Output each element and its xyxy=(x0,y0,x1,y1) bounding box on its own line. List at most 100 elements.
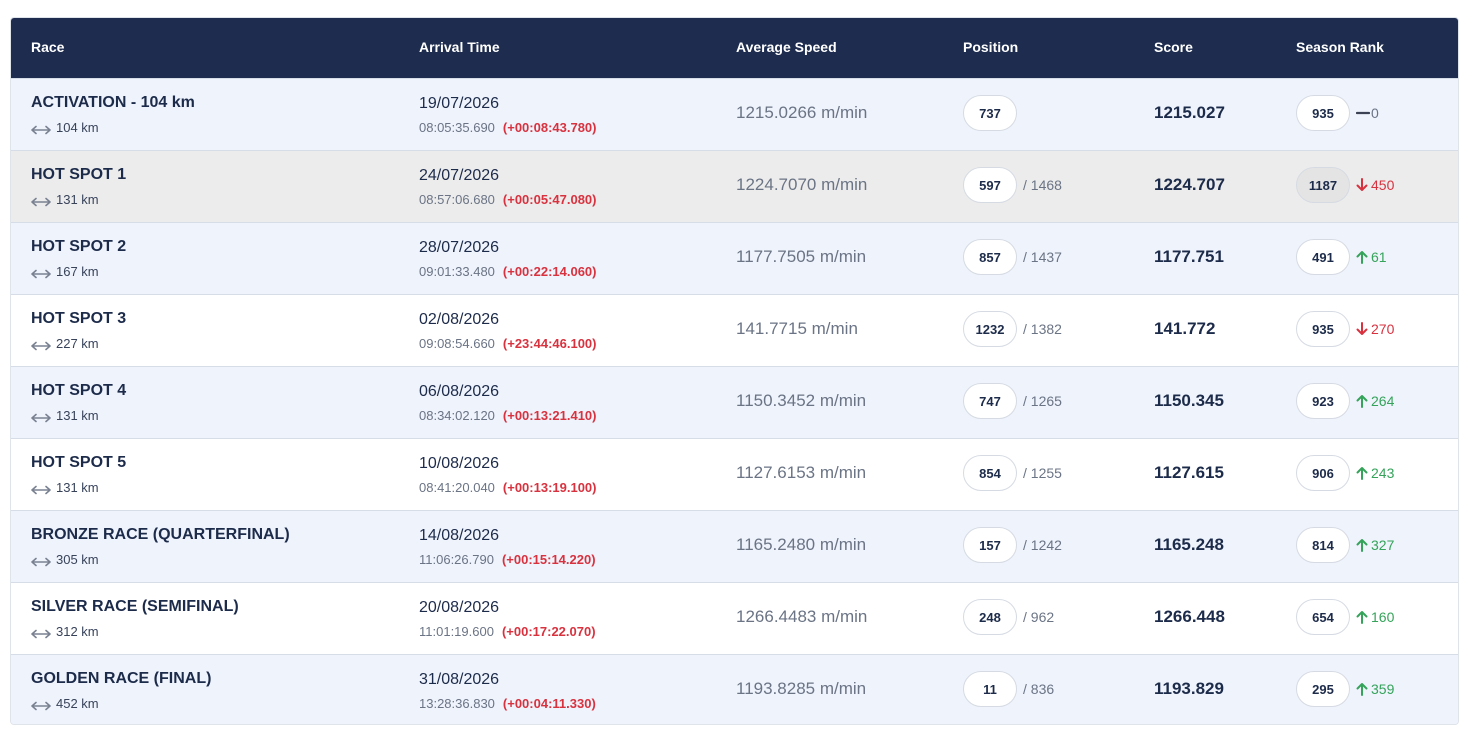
position-total: / 836 xyxy=(1023,681,1055,697)
season-rank-badge: 906 xyxy=(1296,455,1350,491)
arrival-time: 08:41:20.040 (+00:13:19.100) xyxy=(419,480,597,495)
season-rank-badge: 935 xyxy=(1296,311,1350,347)
season-rank-cell: 491 61 xyxy=(1296,239,1387,275)
position-cell: 1232 / 1382 xyxy=(963,311,1062,347)
rank-change-value: 450 xyxy=(1371,177,1395,193)
arrow-down-icon xyxy=(1356,322,1368,336)
race-name: HOT SPOT 5 xyxy=(31,454,127,471)
race-distance: 452 km xyxy=(31,696,99,711)
time-gap: (+00:04:11.330) xyxy=(502,696,596,711)
arrow-up-icon xyxy=(1356,466,1368,480)
race-name: GOLDEN RACE (FINAL) xyxy=(31,670,212,687)
arrival-time: 09:08:54.660 (+23:44:46.100) xyxy=(419,336,597,351)
race-name: HOT SPOT 3 xyxy=(31,310,127,327)
race-name: HOT SPOT 2 xyxy=(31,238,127,255)
header-season-rank: Season Rank xyxy=(1296,39,1384,55)
race-distance: 312 km xyxy=(31,624,99,639)
season-rank-badge: 923 xyxy=(1296,383,1350,419)
arrival-clock: 11:06:26.790 xyxy=(419,552,494,567)
position-total: / 1255 xyxy=(1023,465,1062,481)
time-gap: (+00:08:43.780) xyxy=(502,120,597,135)
race-name: SILVER RACE (SEMIFINAL) xyxy=(31,598,239,615)
season-rank-badge: 295 xyxy=(1296,671,1350,707)
time-gap: (+23:44:46.100) xyxy=(502,336,597,351)
dash-icon xyxy=(1355,106,1371,120)
average-speed: 1150.3452 m/min xyxy=(736,391,867,410)
position-cell: 854 / 1255 xyxy=(963,455,1062,491)
race-distance: 131 km xyxy=(31,408,99,423)
arrow-up-icon xyxy=(1356,538,1368,552)
rank-change: 160 xyxy=(1356,609,1394,625)
header-position: Position xyxy=(963,39,1019,55)
arrival-clock: 08:57:06.680 xyxy=(419,192,495,207)
arrival-date: 06/08/2026 xyxy=(419,383,500,400)
rank-change-value: 61 xyxy=(1371,249,1387,265)
time-gap: (+00:13:19.100) xyxy=(502,480,597,495)
header-arrival-time: Arrival Time xyxy=(419,39,500,55)
arrival-clock: 13:28:36.830 xyxy=(419,696,495,711)
season-rank-cell: 935 270 xyxy=(1296,311,1394,347)
distance-value: 227 km xyxy=(56,336,99,351)
time-gap: (+00:17:22.070) xyxy=(501,624,596,639)
arrival-clock: 08:41:20.040 xyxy=(419,480,495,495)
season-rank-cell: 814 327 xyxy=(1296,527,1394,563)
distance-value: 104 km xyxy=(56,120,99,135)
race-name: HOT SPOT 1 xyxy=(31,166,127,183)
table-row[interactable]: HOT SPOT 4 131 km 06/08/2026 08:34:02.12… xyxy=(11,366,1458,438)
arrival-date: 10/08/2026 xyxy=(419,455,500,472)
season-rank-cell: 935 0 xyxy=(1296,95,1379,131)
arrow-up-icon xyxy=(1356,682,1368,696)
arrival-time: 11:06:26.790 (+00:15:14.220) xyxy=(419,552,596,567)
position-badge: 854 xyxy=(963,455,1017,491)
season-rank-cell: 906 243 xyxy=(1296,455,1394,491)
arrival-clock: 08:05:35.690 xyxy=(419,120,495,135)
position-cell: 747 / 1265 xyxy=(963,383,1062,419)
race-name: ACTIVATION - 104 km xyxy=(31,94,195,111)
position-cell: 157 / 1242 xyxy=(963,527,1062,563)
arrival-date: 19/07/2026 xyxy=(419,95,500,112)
distance-value: 131 km xyxy=(56,480,99,495)
position-total: / 1468 xyxy=(1023,177,1062,193)
table-row[interactable]: SILVER RACE (SEMIFINAL) 312 km 20/08/202… xyxy=(11,582,1458,654)
arrival-date: 02/08/2026 xyxy=(419,311,500,328)
position-cell: 737 xyxy=(963,95,1023,131)
score-value: 1165.248 xyxy=(1154,535,1224,554)
distance-value: 131 km xyxy=(56,192,99,207)
table-row[interactable]: HOT SPOT 1 131 km 24/07/2026 08:57:06.68… xyxy=(11,150,1458,222)
distance-value: 305 km xyxy=(56,552,99,567)
season-rank-badge: 1187 xyxy=(1296,167,1350,203)
table-row[interactable]: HOT SPOT 3 227 km 02/08/2026 09:08:54.66… xyxy=(11,294,1458,366)
rank-change: 450 xyxy=(1356,177,1394,193)
race-results-table: Race Arrival Time Average Speed Position… xyxy=(10,17,1459,725)
position-total: / 1382 xyxy=(1023,321,1062,337)
position-badge: 157 xyxy=(963,527,1017,563)
distance-value: 452 km xyxy=(56,696,99,711)
distance-arrows-icon xyxy=(31,123,51,134)
score-value: 1177.751 xyxy=(1154,247,1224,266)
distance-arrows-icon xyxy=(31,627,51,638)
table-row[interactable]: HOT SPOT 5 131 km 10/08/2026 08:41:20.04… xyxy=(11,438,1458,510)
distance-arrows-icon xyxy=(31,411,51,422)
average-speed: 1193.8285 m/min xyxy=(736,679,867,698)
header-race: Race xyxy=(31,39,65,55)
position-total: / 1265 xyxy=(1023,393,1062,409)
table-row[interactable]: BRONZE RACE (QUARTERFINAL) 305 km 14/08/… xyxy=(11,510,1458,582)
season-rank-badge: 491 xyxy=(1296,239,1350,275)
rank-change: 359 xyxy=(1356,681,1394,697)
table-row[interactable]: HOT SPOT 2 167 km 28/07/2026 09:01:33.48… xyxy=(11,222,1458,294)
average-speed: 1224.7070 m/min xyxy=(736,175,868,194)
arrival-time: 13:28:36.830 (+00:04:11.330) xyxy=(419,696,596,711)
arrival-date: 14/08/2026 xyxy=(419,527,500,544)
season-rank-badge: 814 xyxy=(1296,527,1350,563)
score-value: 1127.615 xyxy=(1154,463,1224,482)
score-value: 1266.448 xyxy=(1154,607,1225,626)
table-row[interactable]: GOLDEN RACE (FINAL) 452 km 31/08/2026 13… xyxy=(11,654,1458,724)
season-rank-cell: 295 359 xyxy=(1296,671,1394,707)
race-distance: 227 km xyxy=(31,336,99,351)
distance-arrows-icon xyxy=(31,555,51,566)
rank-change: 243 xyxy=(1356,465,1394,481)
race-distance: 167 km xyxy=(31,264,99,279)
arrival-date: 20/08/2026 xyxy=(419,599,500,616)
arrow-down-icon xyxy=(1356,178,1368,192)
table-row[interactable]: ACTIVATION - 104 km 104 km 19/07/2026 08… xyxy=(11,78,1458,150)
